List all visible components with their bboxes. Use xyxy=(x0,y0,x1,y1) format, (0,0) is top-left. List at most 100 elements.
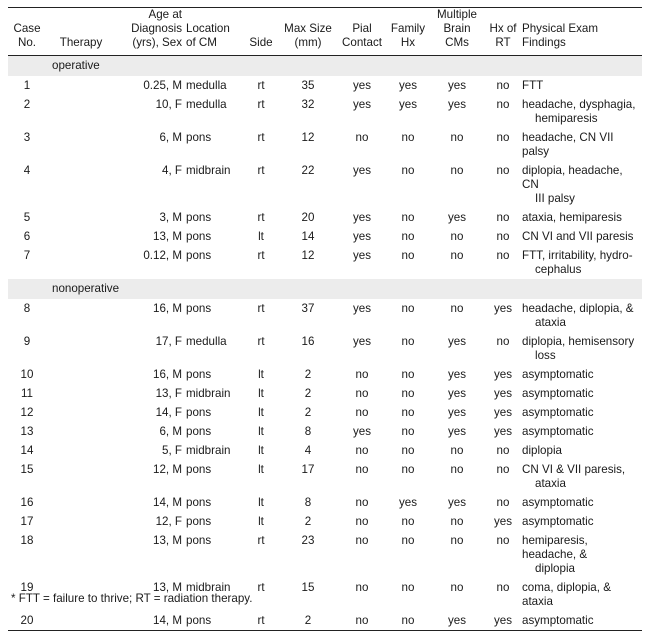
pial-contact: no xyxy=(355,534,369,547)
case-no: 18 xyxy=(20,534,34,547)
age-sex: 13, M xyxy=(153,534,182,547)
hx-rt: no xyxy=(496,164,510,177)
header-findings: Physical Exam Findings xyxy=(520,8,642,56)
case-no: 6 xyxy=(23,230,31,243)
pial-contact: yes xyxy=(352,230,372,243)
age-sex: 17, F xyxy=(155,335,182,348)
location: medulla xyxy=(186,335,227,348)
location: pons xyxy=(186,515,212,528)
age-sex: 14, F xyxy=(155,406,182,419)
therapy-cell xyxy=(46,128,116,161)
side: lt xyxy=(258,496,264,509)
pial-contact: yes xyxy=(352,164,372,177)
exam-findings: CN VI & VII paresis, ataxia xyxy=(520,460,642,493)
multiple-cms: no xyxy=(450,164,464,177)
findings-line: diplopia, headache, CN xyxy=(522,164,623,191)
pial-contact: no xyxy=(355,614,369,627)
findings-line: cephalus xyxy=(535,263,582,276)
table-row: 19 13, M midbrain rt 15 no no no no coma, diplopi… xyxy=(8,578,642,611)
header-line: Max Size xyxy=(284,22,332,35)
age-sex: 0.25, M xyxy=(143,79,182,92)
multiple-cms: yes xyxy=(447,335,467,348)
hx-rt: no xyxy=(496,534,510,547)
multiple-cms: no xyxy=(450,444,464,457)
family-hx: no xyxy=(401,335,415,348)
table-row: 7 0.12, M pons rt 12 yes no no no FTT, irritabili… xyxy=(8,246,642,279)
findings-line: ataxia xyxy=(535,477,566,490)
side: lt xyxy=(258,425,264,438)
age-sex: 0.12, M xyxy=(143,249,182,262)
multiple-cms: yes xyxy=(447,496,467,509)
therapy-cell xyxy=(46,227,116,246)
side: rt xyxy=(257,534,265,547)
findings-line: asymptomatic xyxy=(522,368,594,381)
pial-contact: no xyxy=(355,463,369,476)
therapy-cell xyxy=(46,531,116,578)
findings-line: ataxia xyxy=(535,316,566,329)
exam-findings: asymptomatic xyxy=(520,512,642,531)
hx-rt: no xyxy=(496,581,510,594)
therapy-cell xyxy=(46,512,116,531)
table-row: 4 4, F midbrain rt 22 yes no no no diplopia, head… xyxy=(8,161,642,208)
side: lt xyxy=(258,515,264,528)
pial-contact: yes xyxy=(352,98,372,111)
pial-contact: no xyxy=(355,368,369,381)
exam-findings: asymptomatic xyxy=(520,422,642,441)
exam-findings: ataxia, hemiparesis xyxy=(520,208,642,227)
findings-line: coma, diplopia, & ataxia xyxy=(522,581,611,608)
side: rt xyxy=(257,131,265,144)
pial-contact: no xyxy=(355,515,369,528)
hx-rt: no xyxy=(496,211,510,224)
findings-line: headache, CN VII palsy xyxy=(522,131,614,158)
side: lt xyxy=(258,230,264,243)
hx-rt: yes xyxy=(493,614,513,627)
family-hx: no xyxy=(401,211,415,224)
table-row: 15 12, M pons lt 17 no no no no CN VI & VII pares… xyxy=(8,460,642,493)
max-size: 20 xyxy=(301,211,315,224)
exam-findings: hemiparesis, headache, & diplopia xyxy=(520,531,642,578)
findings-line: asymptomatic xyxy=(522,387,594,400)
side: lt xyxy=(258,463,264,476)
family-hx: no xyxy=(401,302,415,315)
hx-rt: yes xyxy=(493,425,513,438)
case-no: 14 xyxy=(20,444,34,457)
case-no: 11 xyxy=(20,387,34,400)
findings-line: ataxia, hemiparesis xyxy=(522,211,622,224)
therapy-cell xyxy=(46,441,116,460)
findings-line: loss xyxy=(535,349,556,362)
location: midbrain xyxy=(186,387,231,400)
pial-contact: yes xyxy=(352,425,372,438)
side: lt xyxy=(258,368,264,381)
findings-line: hemiparesis, headache, & xyxy=(522,534,588,561)
therapy-cell xyxy=(46,208,116,227)
case-no: 12 xyxy=(20,406,34,419)
header-line: Diagnosis xyxy=(131,22,182,35)
header-therapy: Therapy xyxy=(46,8,116,56)
findings-line: headache, dysphagia, xyxy=(522,98,636,111)
age-sex: 5, F xyxy=(162,444,182,457)
age-sex: 6, M xyxy=(159,425,182,438)
table-row: 3 6, M pons rt 12 no no no no headache, CN VII pa… xyxy=(8,128,642,161)
header-line: Contact xyxy=(342,36,382,49)
side: rt xyxy=(257,211,265,224)
exam-findings: diplopia, hemisensory loss xyxy=(520,332,642,365)
header-family-hx: Family Hx xyxy=(388,8,428,56)
table-row: 11 13, F midbrain lt 2 no no yes yes asymptomatic xyxy=(8,384,642,403)
hx-rt: no xyxy=(496,230,510,243)
family-hx: no xyxy=(401,387,415,400)
therapy-cell xyxy=(46,460,116,493)
table-row: 14 5, F midbrain lt 4 no no no no diplopia xyxy=(8,441,642,460)
header-line: Therapy xyxy=(59,36,103,49)
case-no: 4 xyxy=(23,164,31,177)
therapy-cell xyxy=(46,403,116,422)
case-no: 17 xyxy=(20,515,34,528)
family-hx: no xyxy=(401,406,415,419)
max-size: 12 xyxy=(301,249,315,262)
max-size: 8 xyxy=(304,425,312,438)
side: lt xyxy=(258,387,264,400)
header-line: Hx xyxy=(400,36,416,49)
max-size: 22 xyxy=(301,164,315,177)
exam-findings: CN VI and VII paresis xyxy=(520,227,642,246)
hx-rt: no xyxy=(496,79,510,92)
max-size: 2 xyxy=(304,515,312,528)
